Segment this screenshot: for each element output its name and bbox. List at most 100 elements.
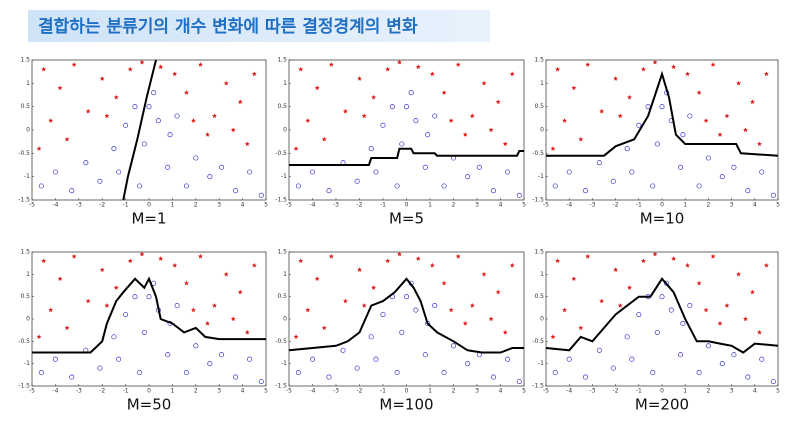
x-tick-label: 2 bbox=[706, 202, 710, 209]
y-tick-label: 1 bbox=[540, 80, 544, 87]
star-point bbox=[736, 80, 742, 86]
star-point bbox=[71, 253, 77, 259]
star-point bbox=[293, 146, 299, 151]
star-point bbox=[190, 118, 196, 123]
star-point bbox=[415, 64, 421, 70]
star-point bbox=[502, 141, 508, 147]
circle-point bbox=[476, 164, 482, 170]
circle-point bbox=[111, 146, 117, 152]
y-tick-label: 0 bbox=[540, 316, 544, 323]
circle-point bbox=[516, 192, 522, 198]
circle-point bbox=[403, 104, 410, 110]
circle-point bbox=[165, 352, 171, 358]
y-tick-label: -1.5 bbox=[18, 383, 30, 390]
star-point bbox=[223, 271, 229, 277]
star-point bbox=[455, 253, 461, 259]
y-tick-label: 1 bbox=[26, 80, 30, 87]
star-point bbox=[293, 334, 299, 339]
decision-boundary bbox=[122, 59, 157, 201]
circle-point bbox=[326, 188, 332, 194]
star-point bbox=[357, 76, 362, 81]
star-point bbox=[230, 316, 236, 322]
star-point bbox=[172, 71, 178, 77]
circle-point bbox=[132, 104, 138, 110]
star-point bbox=[305, 307, 311, 313]
star-point bbox=[357, 267, 362, 272]
star-point bbox=[429, 262, 435, 268]
circle-point bbox=[83, 160, 89, 166]
star-point bbox=[237, 289, 243, 295]
circle-point bbox=[678, 352, 684, 358]
star-point bbox=[396, 59, 402, 65]
y-tick-label: -1 bbox=[24, 360, 30, 367]
x-tick-label: -3 bbox=[333, 202, 339, 209]
star-point bbox=[113, 94, 119, 100]
x-tick-label: -5 bbox=[29, 388, 35, 395]
circle-point bbox=[137, 183, 143, 189]
y-tick-label: 0 bbox=[283, 127, 287, 134]
star-point bbox=[314, 276, 320, 281]
star-point bbox=[710, 253, 716, 259]
circle-point bbox=[650, 183, 656, 189]
circle-point bbox=[770, 192, 776, 198]
x-tick-label: 0 bbox=[660, 388, 664, 395]
y-tick-label: 0 bbox=[540, 127, 544, 134]
star-point bbox=[671, 64, 677, 70]
x-tick-label: 5 bbox=[522, 388, 526, 395]
x-tick-label: -4 bbox=[566, 202, 572, 209]
title-box bbox=[28, 10, 490, 42]
circle-point bbox=[295, 183, 301, 189]
star-point bbox=[685, 71, 690, 77]
circle-point bbox=[218, 164, 225, 170]
star-point bbox=[555, 258, 561, 264]
x-tick-label: 4 bbox=[753, 202, 757, 209]
star-point bbox=[158, 64, 164, 70]
star-point bbox=[244, 329, 250, 335]
circle-point bbox=[596, 160, 602, 166]
circle-point bbox=[295, 370, 301, 376]
y-tick-label: 0 bbox=[26, 316, 30, 323]
chart-caption: M=5 bbox=[389, 210, 424, 228]
circle-point bbox=[504, 169, 511, 175]
star-point bbox=[64, 325, 70, 331]
y-tick-label: -1 bbox=[281, 360, 287, 367]
star-point bbox=[371, 94, 377, 100]
circle-point bbox=[759, 169, 765, 175]
circle-point bbox=[654, 329, 660, 335]
circle-point bbox=[705, 155, 711, 161]
x-tick-label: -4 bbox=[566, 388, 572, 395]
circle-point bbox=[450, 343, 457, 349]
star-point bbox=[385, 66, 391, 72]
decision-boundary bbox=[289, 147, 524, 166]
star-point bbox=[448, 118, 454, 123]
circle-point bbox=[233, 374, 239, 380]
circle-point bbox=[354, 365, 360, 371]
star-point bbox=[127, 258, 133, 264]
circle-point bbox=[696, 183, 702, 189]
y-tick-label: -1.5 bbox=[532, 197, 544, 204]
star-point bbox=[371, 285, 377, 290]
x-tick-label: 3 bbox=[730, 202, 734, 209]
circle-point bbox=[218, 352, 225, 358]
circle-point bbox=[38, 183, 44, 189]
circle-point bbox=[52, 169, 58, 175]
x-tick-label: 1 bbox=[170, 388, 174, 395]
circle-point bbox=[97, 178, 103, 184]
y-tick-label: 1.5 bbox=[277, 249, 287, 256]
circle-point bbox=[629, 169, 635, 175]
circle-point bbox=[432, 113, 438, 119]
x-tick-label: 3 bbox=[730, 388, 734, 395]
star-point bbox=[127, 66, 133, 72]
y-tick-label: 1.5 bbox=[20, 249, 30, 256]
x-tick-label: 4 bbox=[499, 388, 503, 395]
circle-point bbox=[373, 169, 379, 175]
y-tick-label: 0.5 bbox=[277, 293, 287, 300]
star-point bbox=[41, 66, 47, 72]
circle-point bbox=[696, 370, 702, 376]
circle-point bbox=[258, 192, 264, 198]
star-point bbox=[99, 76, 105, 81]
x-tick-label: -2 bbox=[99, 388, 105, 395]
star-point bbox=[703, 307, 709, 313]
circle-point bbox=[636, 311, 642, 318]
